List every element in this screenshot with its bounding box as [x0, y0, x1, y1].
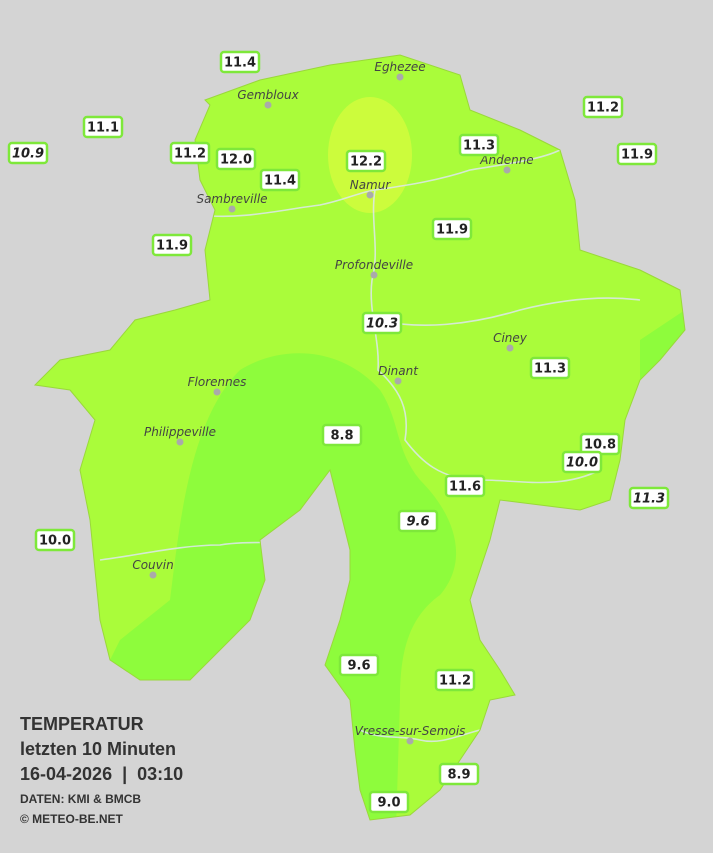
city-dot: [213, 388, 221, 396]
station-box: [259, 168, 301, 192]
city-dot: [406, 737, 414, 745]
station-box: [397, 509, 439, 533]
station-box: [338, 653, 380, 677]
station-value: 9.6: [406, 515, 429, 530]
city-label: Ciney: [493, 331, 528, 345]
station-box: [616, 142, 658, 166]
city-label: Dinant: [378, 364, 419, 378]
source: DATEN: KMI & BMCB: [20, 792, 141, 806]
station-value: 11.3: [534, 362, 566, 377]
city-label: Profondeville: [335, 258, 413, 272]
city-dot: [176, 438, 184, 446]
station-value: 11.4: [224, 56, 256, 71]
station-box: [458, 133, 500, 157]
station-box: [219, 50, 261, 74]
city-label: Philippeville: [144, 425, 216, 439]
station-value: 8.9: [447, 768, 470, 783]
station-box: [345, 149, 387, 173]
station-box: [561, 450, 603, 474]
station-box: [151, 233, 193, 257]
station-box: [529, 356, 571, 380]
station-value: 10.0: [566, 456, 598, 471]
station-value: 11.2: [587, 101, 619, 116]
station-value: 9.6: [347, 659, 370, 674]
station-box: [7, 141, 49, 165]
station-value: 8.8: [330, 429, 353, 444]
station-box: [434, 668, 476, 692]
station-value: 11.9: [621, 148, 653, 163]
station-value: 10.0: [39, 534, 71, 549]
station-value: 11.9: [156, 239, 188, 254]
city-dot: [503, 166, 511, 174]
city-dot: [394, 377, 402, 385]
station-value: 11.2: [174, 147, 206, 162]
station-value: 10.9: [12, 147, 44, 162]
timestamp: 16-04-2026 | 03:10: [20, 764, 183, 784]
city-label: Namur: [350, 178, 392, 192]
city-dot: [370, 271, 378, 279]
city-label: Couvin: [132, 558, 173, 572]
station-value: 10.8: [584, 438, 616, 453]
station-box: [438, 762, 480, 786]
station-box: [361, 311, 403, 335]
city-dot: [149, 571, 157, 579]
city-label: Gembloux: [237, 88, 299, 102]
station-box: [444, 474, 486, 498]
station-box: [628, 486, 670, 510]
station-value: 11.3: [633, 492, 665, 507]
station-value: 11.3: [463, 139, 495, 154]
station-box: [169, 141, 211, 165]
station-value: 12.0: [220, 153, 252, 168]
city-dot: [506, 344, 514, 352]
station-box: [215, 147, 257, 171]
city-label: Florennes: [188, 375, 247, 389]
city-label: Eghezee: [374, 60, 425, 74]
station-box: [368, 790, 410, 814]
cities: Eghezee Gembloux Andenne Namur Sambreville Pr…: [132, 60, 534, 745]
station-value: 11.4: [264, 174, 296, 189]
title: TEMPERATUR: [20, 714, 144, 734]
city-label: Andenne: [479, 153, 533, 167]
city-dot: [366, 191, 374, 199]
station-value: 11.1: [87, 121, 119, 136]
river: [99, 149, 641, 743]
station-value: 11.6: [449, 480, 481, 495]
stations: 11.4 11.1 10.9 11.2 12.0 11.4 12.2 11.3 11.2 11.9…: [7, 50, 670, 814]
city-dot: [228, 205, 236, 213]
city-label: Vresse-sur-Semois: [355, 724, 466, 738]
subtitle: letzten 10 Minuten: [20, 739, 176, 759]
station-value: 10.3: [366, 317, 398, 332]
city-dot: [396, 73, 404, 81]
city-label: Sambreville: [196, 192, 267, 206]
copyright: © METEO-BE.NET: [20, 812, 124, 826]
station-value: 12.2: [350, 155, 382, 170]
station-box: [321, 423, 363, 447]
station-box: [431, 217, 473, 241]
station-value: 11.9: [436, 223, 468, 238]
station-value: 9.0: [377, 796, 400, 811]
station-box: [582, 95, 624, 119]
city-dot: [264, 101, 272, 109]
station-box: [82, 115, 124, 139]
station-value: 11.2: [439, 674, 471, 689]
station-box: [34, 528, 76, 552]
